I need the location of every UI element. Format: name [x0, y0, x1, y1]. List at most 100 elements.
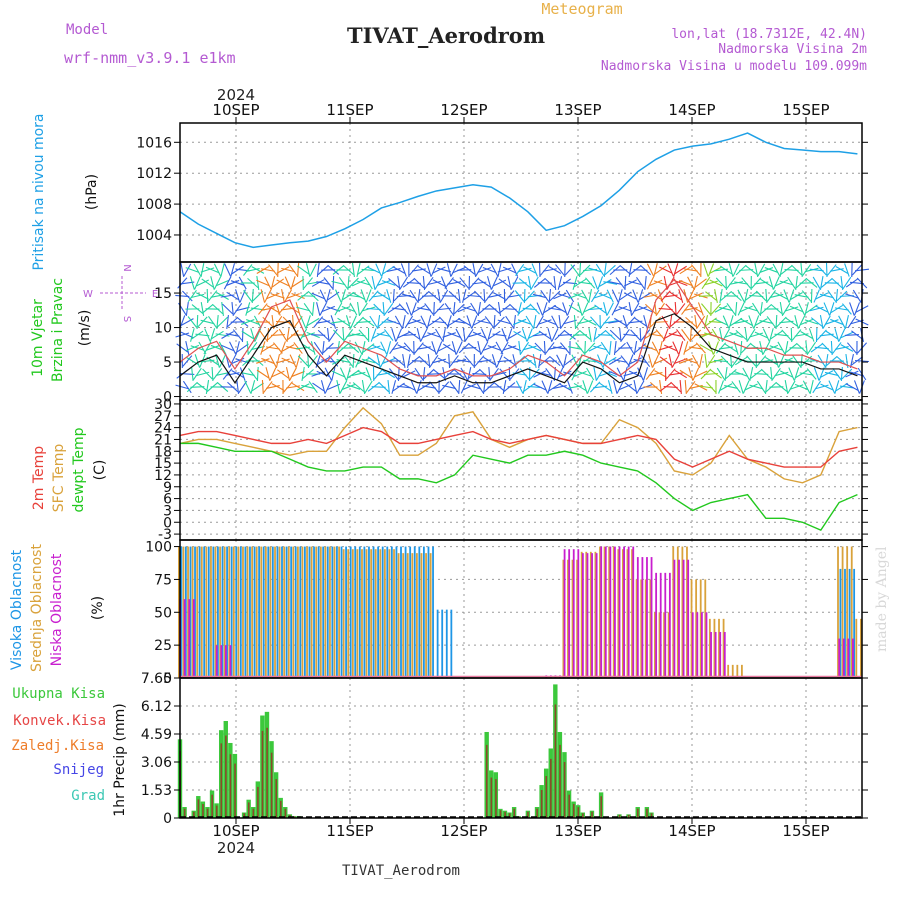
- wind-arrow: [284, 289, 292, 303]
- wind-arrow: [506, 328, 513, 342]
- wind-ylabel-2: Brzina i Pravac: [50, 278, 66, 382]
- wind-arrow: [698, 354, 703, 368]
- wind-arrow: [277, 369, 289, 379]
- wind-arrow: [627, 354, 634, 368]
- wind-arrow: [226, 314, 229, 330]
- cloud-bar-2: [852, 638, 854, 678]
- wind-arrow: [417, 288, 421, 304]
- cloud-bar-0: [848, 568, 851, 678]
- wind-arrow: [826, 264, 837, 276]
- wind-arrow: [316, 356, 330, 366]
- wind-arrow: [220, 263, 225, 277]
- wind-arrow: [420, 315, 428, 329]
- wind-arrow: [728, 263, 734, 277]
- precip-conv-bar: [206, 808, 209, 818]
- wind-arrow: [215, 279, 230, 287]
- wind-arrow: [393, 356, 405, 366]
- wind-arrow: [467, 332, 482, 338]
- wind-arrow: [311, 292, 325, 300]
- wind-arrow: [585, 277, 596, 289]
- cloud-bar-1: [585, 551, 588, 678]
- cloud-bar-1: [242, 546, 244, 678]
- bottom-day-label: 11SEP: [326, 822, 373, 840]
- wind-arrow: [662, 328, 669, 342]
- wind-arrow: [778, 354, 785, 368]
- wind-arrow: [648, 354, 653, 368]
- cloud_cover-ytick-label: 25: [154, 638, 172, 654]
- wind-arrow: [517, 319, 532, 325]
- wind-arrow: [397, 275, 401, 291]
- precip-conv-bar: [252, 808, 255, 818]
- wind-arrow: [247, 277, 259, 289]
- wind-arrow: [770, 330, 783, 340]
- cloud-bar-0: [418, 546, 421, 678]
- compass-south-label: S: [121, 316, 132, 322]
- wind-arrow: [685, 316, 697, 328]
- precip-conv-bar: [202, 804, 204, 818]
- wind-arrow: [474, 355, 485, 367]
- wind-arrow: [422, 343, 436, 353]
- wind-arrow: [695, 342, 706, 354]
- wind-arrow: [731, 381, 741, 393]
- wind-arrow: [323, 277, 334, 289]
- wind-arrow: [835, 382, 849, 392]
- wind-arrow: [774, 371, 789, 377]
- wind-arrow: [342, 291, 355, 301]
- precip-conv-bar: [234, 763, 236, 818]
- wind-arrow: [549, 355, 561, 367]
- wind-arrow: [455, 341, 463, 355]
- cloud-bar-0: [262, 546, 265, 678]
- cloud-bar-0: [226, 546, 228, 678]
- precip-conv-bar: [646, 808, 648, 818]
- wind-arrow: [524, 290, 535, 302]
- cloud-bar-2: [668, 572, 671, 678]
- precip-conv-bar: [215, 805, 218, 818]
- wind-arrow: [316, 262, 320, 278]
- wind-arrow: [809, 306, 824, 312]
- wind-arrow: [427, 332, 441, 338]
- temperature-ytick-label: 12: [154, 468, 172, 484]
- pressure-ytick-label: 1004: [136, 228, 172, 244]
- cloud-bar-1: [342, 549, 345, 678]
- wind-arrow: [451, 341, 457, 355]
- wind-arrow: [525, 315, 534, 329]
- wind-arrow: [744, 327, 748, 343]
- wind-arrow: [774, 292, 788, 300]
- wind-arrow: [637, 289, 644, 303]
- wind-arrow: [215, 372, 230, 376]
- cloud-bar-2: [842, 638, 845, 678]
- wind-arrow: [689, 327, 692, 343]
- wind-arrow: [679, 379, 682, 395]
- cloud-bar-1: [237, 546, 240, 678]
- wind-arrow: [209, 328, 216, 342]
- wind-arrow: [701, 303, 711, 315]
- wind-arrow: [374, 276, 383, 290]
- cloud-bar-1: [846, 546, 849, 678]
- wind-arrow: [260, 341, 266, 355]
- wind-arrow: [396, 385, 411, 389]
- wind-arrow: [724, 332, 738, 338]
- cloud-bar-1: [214, 546, 217, 678]
- wind-arrow: [252, 356, 264, 366]
- cloud-bar-1: [425, 553, 427, 678]
- wind-arrow: [809, 380, 814, 394]
- wind-arrow: [559, 342, 570, 354]
- wind-arrow: [779, 302, 784, 316]
- precip-conv-bar: [499, 810, 502, 818]
- wind-arrow: [376, 354, 381, 368]
- cloud-bar-1: [269, 546, 272, 678]
- wind-arrow: [227, 381, 239, 393]
- wind-arrow: [455, 328, 463, 342]
- wind-arrow: [302, 343, 315, 353]
- precip-conv-bar: [650, 813, 653, 818]
- precip-conv-bar: [550, 758, 552, 818]
- wind-arrow: [731, 355, 741, 367]
- wind-arrow: [340, 289, 346, 303]
- cloud-bar-1: [200, 546, 203, 678]
- chart-subtitle: Meteogram: [541, 0, 622, 18]
- wind-arrow: [508, 330, 521, 340]
- wind-arrow: [334, 302, 343, 316]
- wind-arrow: [735, 329, 747, 341]
- wind-arrow: [844, 315, 849, 329]
- wind-arrow: [359, 302, 368, 316]
